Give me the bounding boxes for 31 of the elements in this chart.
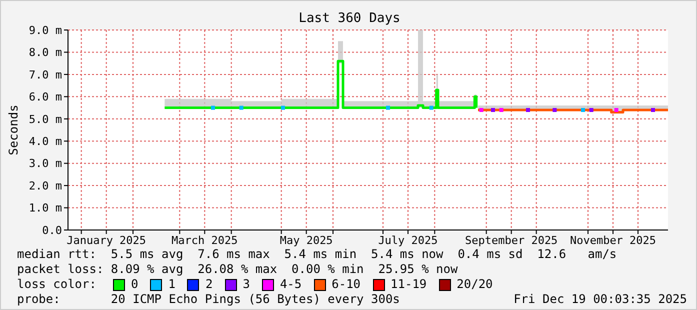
y-tick-label: 8.0 m [28, 46, 62, 60]
y-tick-label: 4.0 m [28, 135, 62, 148]
legend-label: 20/20 [456, 277, 493, 292]
x-tick-label: March 2025 [172, 234, 238, 247]
text: median rtt: 5.5 ms avg 7.6 ms max 5.4 ms min 5.4 ms now 0.4 ms sd 12.6 am/s [17, 247, 618, 262]
y-tick-label: 6.0 m [28, 90, 62, 104]
text: Fri Dec 19 00:03:35 2025 [514, 292, 687, 307]
legend-label: 4-5 [278, 277, 302, 292]
legend-title: loss color: [17, 277, 98, 292]
y-tick-label: 9.0 m [28, 24, 62, 37]
x-tick-label: January 2025 [66, 234, 146, 247]
text: probe: 20 ICMP Echo Pings (56 Bytes) every 300s [17, 292, 400, 307]
legend-label: 0 [130, 277, 138, 292]
legend-label: 3 [242, 277, 250, 292]
y-tick-label: 7.0 m [28, 68, 62, 82]
y-tick-label: 0.0 [42, 224, 62, 237]
x-tick-label: November 2025 [570, 234, 656, 247]
y-tick-label: 2.0 m [28, 179, 62, 192]
y-tick-label: 1.0 m [28, 202, 62, 215]
x-tick-label: September 2025 [464, 234, 558, 247]
text: packet loss: 8.09 % avg 26.08 % max 0.00 % min 25.95 % now [17, 262, 459, 277]
legend-label: 11-19 [390, 277, 427, 292]
x-tick-label: July 2025 [378, 234, 438, 247]
legend-label: 2 [204, 277, 213, 292]
legend-label: 1 [167, 277, 176, 292]
y-tick-label: 3.0 m [28, 157, 62, 170]
y-axis-title: Seconds [6, 104, 20, 156]
y-tick-label: 5.0 m [28, 112, 62, 126]
legend-label: 6-10 [330, 277, 361, 292]
x-tick-label: May 2025 [280, 234, 333, 247]
chart-title: Last 360 Days [298, 11, 400, 26]
